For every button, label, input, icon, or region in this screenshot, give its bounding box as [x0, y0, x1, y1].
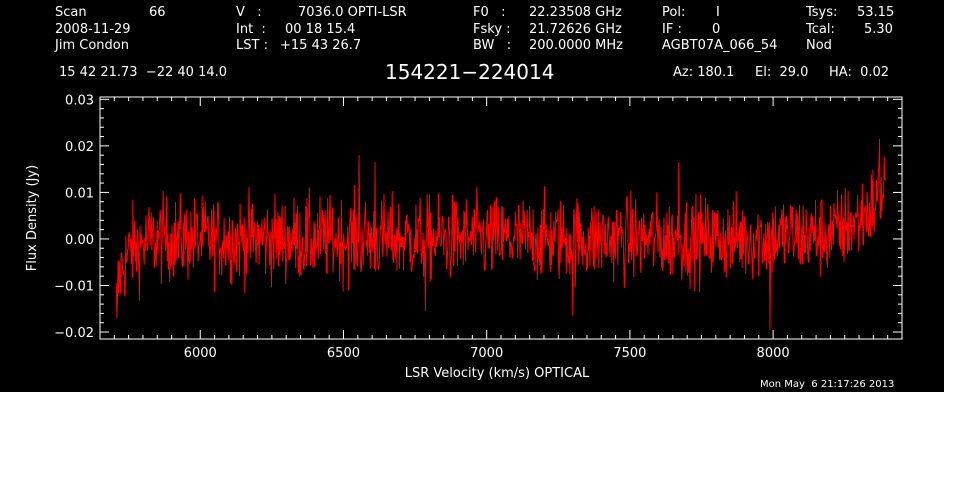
elevation: El: 29.0	[755, 65, 809, 80]
if-label: IF :	[662, 22, 682, 37]
fsky-label: Fsky :	[473, 22, 511, 37]
y-axis-label: Flux Density (Jy)	[25, 165, 40, 271]
plot-panel: Scan 66 V : 7036.0 OPTI-LSR F0 : 22.2350…	[0, 0, 944, 392]
pol-value: I	[716, 5, 720, 20]
int-label: Int :	[236, 22, 266, 37]
x-tick-label: 8000	[757, 346, 790, 361]
tsys-label: Tsys:	[806, 5, 838, 20]
f0-value: 22.23508 GHz	[529, 5, 622, 20]
scan-label: Scan	[55, 5, 87, 20]
x-tick-label: 7000	[470, 346, 503, 361]
azimuth: Az: 180.1	[673, 65, 735, 80]
hour-angle: HA: 0.02	[829, 65, 890, 80]
fsky-value: 21.72626 GHz	[529, 22, 622, 37]
y-tick-label: 0.02	[65, 140, 94, 155]
x-tick-label: 6000	[184, 346, 217, 361]
timestamp: Mon May 6 21:17:26 2013	[760, 379, 895, 390]
observation-date: 2008-11-29	[55, 22, 131, 37]
axes-layer: 6000 6500 7000 7500 8000 −0.02 −0.01 0.00 0.01 0.…	[54, 93, 903, 361]
x-axis-label: LSR Velocity (km/s) OPTICAL	[405, 366, 590, 381]
v-label: V :	[236, 5, 262, 20]
source-name: 154221−224014	[385, 60, 555, 84]
source-coordinates: 15 42 21.73 −22 40 14.0	[59, 65, 228, 80]
bw-label: BW :	[473, 38, 512, 53]
pol-label: Pol:	[662, 5, 686, 20]
lst-label: LST :	[236, 38, 268, 53]
project-id: AGBT07A_066_54	[662, 38, 778, 53]
y-tick-label: −0.01	[54, 279, 94, 294]
if-value: 0	[712, 22, 721, 37]
spectrum-chart: 6000 6500 7000 7500 8000 −0.02 −0.01 0.00 0.01 0.…	[25, 93, 903, 381]
int-value: 00 18 15.4	[285, 22, 356, 37]
x-tick-label: 6500	[327, 346, 360, 361]
bw-value: 200.0000 MHz	[529, 38, 623, 53]
tcal-value: 5.30	[864, 22, 893, 37]
y-tick-label: 0.03	[65, 93, 94, 108]
series-layer	[115, 138, 886, 330]
observer-name: Jim Condon	[55, 38, 129, 53]
f0-label: F0 :	[473, 5, 506, 20]
y-tick-label: 0.00	[65, 233, 94, 248]
scan-value: 66	[149, 5, 166, 20]
x-tick-label: 7500	[613, 346, 646, 361]
v-value: 7036.0 OPTI-LSR	[298, 5, 407, 20]
y-tick-label: 0.01	[65, 186, 94, 201]
y-tick-label: −0.02	[54, 326, 94, 341]
lst-value: +15 43 26.7	[280, 38, 362, 53]
observing-mode: Nod	[806, 38, 832, 53]
spectrum-series-line	[115, 138, 886, 330]
tcal-label: Tcal:	[806, 22, 835, 37]
tsys-value: 53.15	[857, 5, 895, 20]
